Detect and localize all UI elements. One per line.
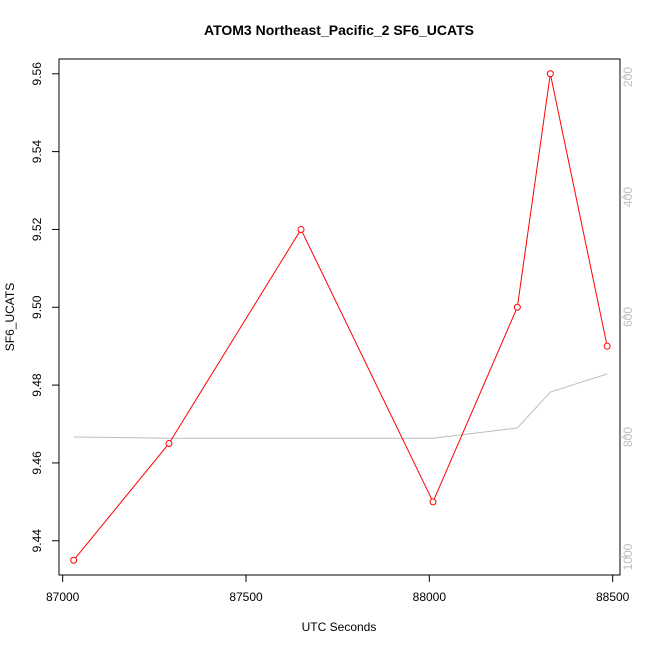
data-point (546, 70, 554, 78)
series-layer (70, 70, 611, 564)
data-point (70, 556, 78, 564)
data-point (297, 225, 305, 233)
y-tick-label: 9.44 (30, 529, 44, 553)
y-tick-label: 9.56 (30, 62, 44, 86)
y-tick-label: 9.52 (30, 217, 44, 241)
sf6-line (73, 73, 608, 561)
y-axis-left: 9.44 9.46 9.48 9.50 9.52 9.54 9.56 (30, 62, 59, 553)
y2-tick-label: 400 (621, 187, 635, 207)
pressure-line (73, 373, 608, 439)
x-axis: 87000 87500 88000 88500 (46, 575, 630, 604)
data-point (165, 439, 173, 447)
y2-tick-label: 200 (621, 67, 635, 87)
y-axis-label: SF6_UCATS (3, 283, 17, 351)
y-tick-label: 9.50 (30, 295, 44, 319)
y-tick-label: 9.54 (30, 140, 44, 164)
x-tick-label: 88500 (596, 590, 630, 604)
chart-title: ATOM3 Northeast_Pacific_2 SF6_UCATS (204, 22, 474, 38)
x-tick-label: 87000 (46, 590, 80, 604)
data-point (513, 303, 521, 311)
y-tick-label: 9.46 (30, 451, 44, 475)
y2-tick-label: 800 (621, 427, 635, 447)
data-point (603, 342, 611, 350)
y2-tick-label: 600 (621, 307, 635, 327)
y-axis-right: 200 400 600 800 1000 (620, 67, 635, 570)
plot-frame (58, 58, 621, 576)
y2-tick-label: 1000 (621, 543, 635, 570)
x-tick-label: 87500 (229, 590, 263, 604)
data-point (429, 498, 437, 506)
y-tick-label: 9.48 (30, 373, 44, 397)
x-axis-label: UTC Seconds (302, 620, 377, 634)
x-tick-label: 88000 (413, 590, 447, 604)
